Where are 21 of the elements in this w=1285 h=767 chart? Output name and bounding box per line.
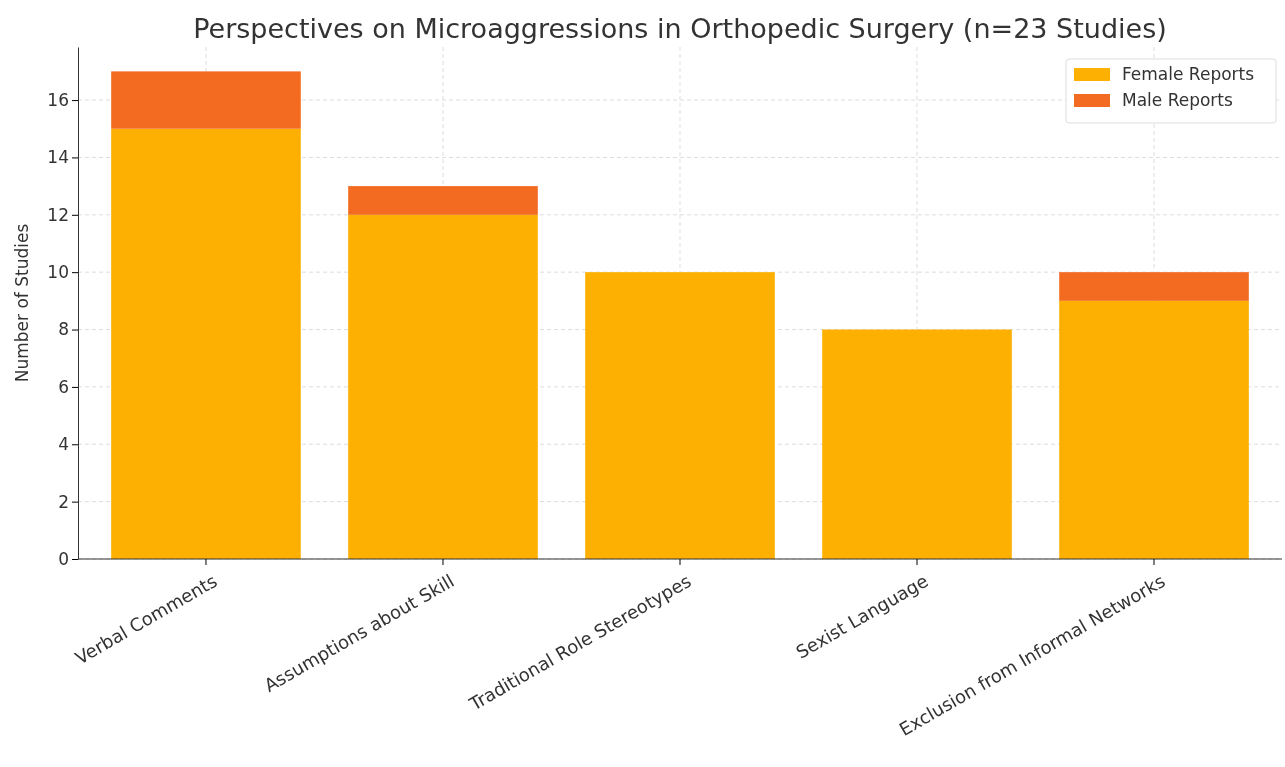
y-tick-label: 12 [47, 204, 69, 225]
bar [1059, 272, 1249, 301]
y-axis-title: Number of Studies [12, 223, 32, 383]
bar [1059, 300, 1249, 559]
y-tick-label: 8 [58, 319, 69, 340]
bar [585, 272, 775, 559]
y-tick-label: 4 [58, 434, 69, 455]
y-tick-label: 10 [47, 262, 69, 283]
legend-label: Female Reports [1122, 64, 1255, 84]
y-tick-label: 6 [58, 376, 69, 397]
legend-label: Male Reports [1122, 90, 1234, 110]
bar [348, 214, 538, 559]
y-tick-label: 16 [47, 90, 69, 110]
chart-title: Perspectives on Microaggressions in Orthopedic Surgery (n=23 Studies) [193, 13, 1167, 44]
bar [822, 329, 1012, 559]
y-tick-label: 0 [58, 548, 69, 569]
bar [348, 186, 538, 215]
bar [111, 128, 301, 559]
y-tick-label: 2 [58, 491, 69, 512]
y-tick-label: 14 [47, 147, 69, 168]
bar [111, 71, 301, 129]
